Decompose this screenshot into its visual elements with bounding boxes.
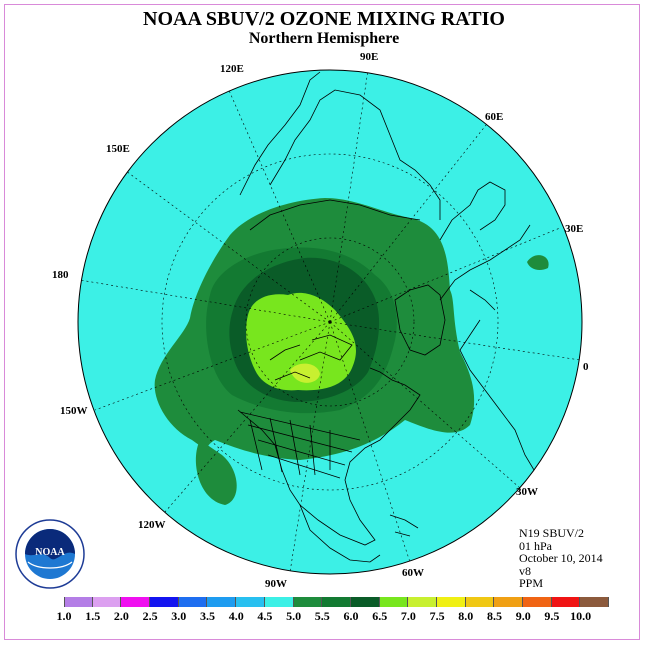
north-america-grid bbox=[239, 411, 361, 479]
colorbar-cell bbox=[350, 597, 380, 607]
lon-label-120e: 120E bbox=[220, 63, 244, 75]
meridian-30w bbox=[329, 321, 521, 489]
colorbar-tick-label: 2.0 bbox=[113, 609, 129, 623]
colorbar-cell bbox=[64, 597, 93, 607]
colorbar-cell bbox=[150, 597, 179, 607]
meridian-0 bbox=[329, 321, 581, 361]
colorbar-tick-label: 1.5 bbox=[85, 609, 101, 623]
lon-label-30w: 30W bbox=[516, 486, 538, 498]
graticule bbox=[79, 70, 581, 573]
colorbar-tick-label: 7.0 bbox=[400, 609, 416, 623]
contour-7-0 bbox=[246, 292, 356, 391]
colorbar-tick-label: 2.5 bbox=[142, 609, 158, 623]
colorbar-tick-label: 6.0 bbox=[343, 609, 359, 623]
noaa-logo: NOAA bbox=[15, 519, 85, 589]
colorbar-tick-label: 1.0 bbox=[56, 609, 72, 623]
colorbar-cell bbox=[293, 597, 323, 607]
greenland-coast bbox=[394, 284, 446, 356]
noaa-logo-text: NOAA bbox=[35, 547, 65, 558]
info-units: PPM bbox=[519, 576, 544, 590]
latitude-circle-60 bbox=[245, 237, 415, 407]
colorbar-cell bbox=[580, 597, 610, 607]
colorbar-tick-label: 4.0 bbox=[228, 609, 244, 623]
colorbar-cell bbox=[92, 597, 122, 607]
colorbar-labels: 1.0 1.5 2.0 2.5 3.0 3.5 4.0 4.5 5.0 5.5 6.0 6.5 7.0 7… bbox=[0, 609, 648, 623]
europe-coast bbox=[439, 224, 531, 391]
ozone-contours bbox=[154, 198, 549, 505]
info-instrument: N19 SBUV/2 bbox=[519, 526, 585, 540]
lon-label-120w: 120W bbox=[138, 519, 166, 531]
lon-label-0: 0 bbox=[583, 361, 589, 373]
lon-label-30e: 30E bbox=[565, 223, 583, 235]
meridian-150e bbox=[121, 167, 331, 323]
meridian-90w bbox=[289, 321, 331, 573]
colorbar-cell bbox=[379, 597, 409, 607]
meridian-150w bbox=[94, 321, 331, 411]
colorbar-tick-label: 7.5 bbox=[429, 609, 445, 623]
colorbar-cell bbox=[465, 597, 495, 607]
meridian-180 bbox=[79, 279, 331, 323]
colorbar-cell bbox=[322, 597, 351, 607]
colorbar-cell bbox=[523, 597, 552, 607]
contour-5-5-east bbox=[527, 255, 549, 270]
scandinavia-coast bbox=[439, 181, 506, 241]
colorbar-tick-label: 3.0 bbox=[171, 609, 187, 623]
lon-label-60e: 60E bbox=[485, 111, 503, 123]
colorbar-cell bbox=[264, 597, 294, 607]
colorbar-cell bbox=[436, 597, 466, 607]
asia-coast bbox=[269, 89, 441, 220]
meridian-60w bbox=[329, 321, 411, 563]
lon-label-150e: 150E bbox=[106, 143, 130, 155]
colorbar-cell bbox=[551, 597, 581, 607]
contour-7-5 bbox=[290, 363, 320, 383]
colorbar-tick-label: 6.5 bbox=[372, 609, 388, 623]
meridian-120w bbox=[164, 321, 331, 513]
colorbar-cell bbox=[178, 597, 208, 607]
colorbar-tick-label: 9.5 bbox=[544, 609, 560, 623]
central-america-coast bbox=[299, 504, 381, 563]
colorbar bbox=[64, 597, 610, 607]
canada-arctic bbox=[269, 334, 353, 381]
colorbar-tick-label: 3.5 bbox=[200, 609, 215, 623]
colorbar-tick-label: 8.5 bbox=[487, 609, 502, 623]
info-version: v8 bbox=[519, 563, 531, 578]
contour-5-5-patch bbox=[195, 440, 237, 505]
lon-label-90e: 90E bbox=[360, 51, 378, 63]
colorbar-cell bbox=[207, 597, 237, 607]
latitude-circle-30 bbox=[161, 153, 499, 491]
lon-label-150w: 150W bbox=[60, 405, 88, 417]
lon-label-60w: 60W bbox=[402, 567, 424, 579]
colorbar-tick-label: 9.0 bbox=[515, 609, 531, 623]
lon-label-180: 180 bbox=[52, 269, 69, 281]
colorbar-cell bbox=[408, 597, 437, 607]
longitude-labels: 90E 60E 30E 0 30W 60W 90W 120W 150W 180 … bbox=[52, 51, 589, 590]
colorbar-tick-label: 5.0 bbox=[286, 609, 302, 623]
colorbar-tick-label: 10.0 bbox=[570, 609, 592, 623]
colorbar-cell bbox=[494, 597, 523, 607]
map-subtitle: Northern Hemisphere bbox=[248, 30, 400, 47]
colorbar-cell bbox=[236, 597, 265, 607]
product-info: N19 SBUV/2 01 hPa October 10, 2014 v8 PP… bbox=[519, 527, 603, 590]
colorbar-cell bbox=[121, 597, 151, 607]
meridian-30e bbox=[329, 227, 561, 323]
lon-label-90w: 90W bbox=[265, 578, 287, 590]
info-level: 01 hPa bbox=[519, 538, 552, 553]
colorbar-tick-label: 5.5 bbox=[314, 609, 330, 623]
colorbar-tick-label: 4.5 bbox=[257, 609, 273, 623]
map-title: NOAA SBUV/2 OZONE MIXING RATIO bbox=[143, 8, 505, 30]
siberia-coast bbox=[249, 199, 421, 231]
info-date: October 10, 2014 bbox=[519, 551, 603, 565]
east-asia-coast bbox=[239, 71, 321, 196]
colorbar-tick-label: 8.0 bbox=[458, 609, 474, 623]
